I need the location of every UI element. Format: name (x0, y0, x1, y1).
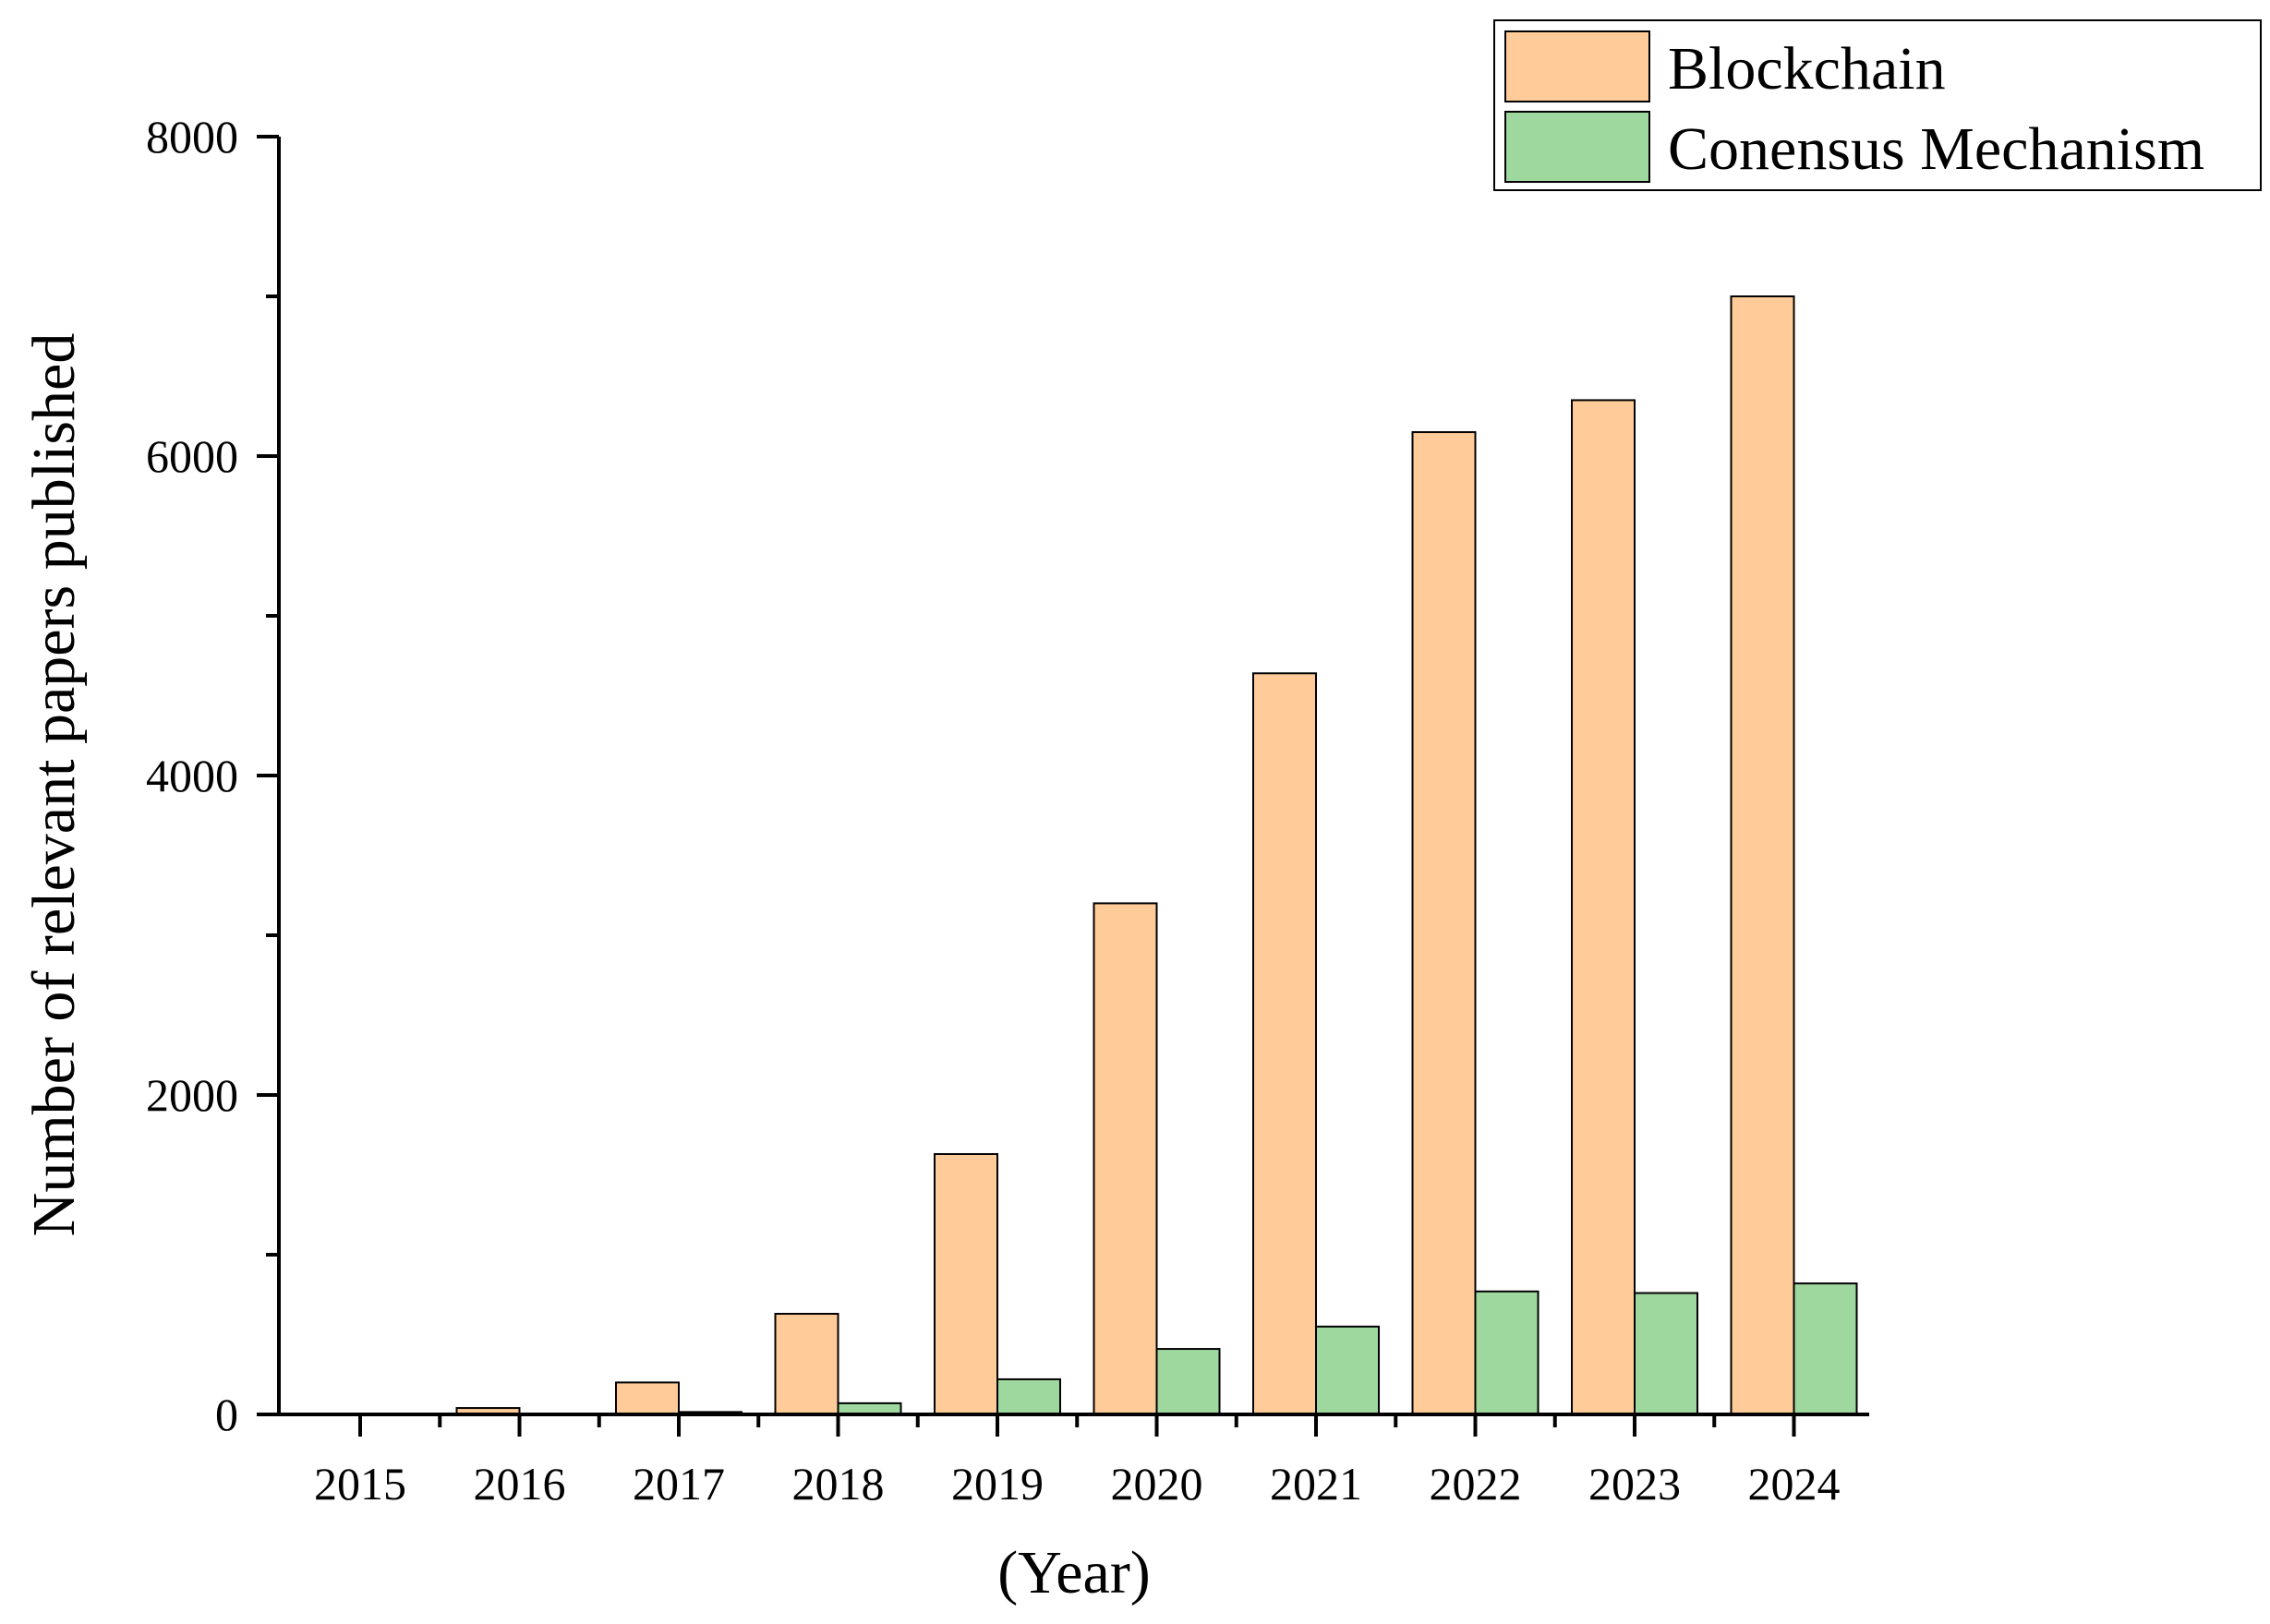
x-tick-label: 2021 (1270, 1458, 1362, 1510)
bar-blockchain-2017 (615, 1381, 680, 1416)
y-tick-label: 4000 (146, 750, 238, 801)
x-tick-label: 2020 (1111, 1458, 1203, 1510)
legend: Blockchain Conensus Mechanism (1493, 19, 2262, 191)
legend-swatch-blockchain (1504, 30, 1650, 102)
bar-blockchain-2021 (1252, 672, 1317, 1415)
x-ticks-group: 2015 2016 2017 2018 2019 2020 2021 2022 2023 2024 (314, 1414, 1841, 1510)
y-tick-label: 2000 (146, 1069, 238, 1121)
bar-blockchain-2023 (1571, 399, 1636, 1416)
legend-label-consensus-mechanism: Conensus Mechanism (1668, 115, 2204, 183)
legend-label-blockchain: Blockchain (1668, 35, 1946, 102)
bar-conensus-mechanism-2023 (1634, 1292, 1698, 1416)
y-axis-title: Number of relevant papers published (20, 333, 88, 1237)
y-ticks-group: 0 2000 4000 6000 8000 (146, 111, 279, 1440)
bar-conensus-mechanism-2019 (996, 1377, 1061, 1415)
bar-conensus-mechanism-2024 (1793, 1282, 1858, 1416)
x-tick-label: 2015 (314, 1458, 406, 1510)
bar-conensus-mechanism-2020 (1155, 1348, 1221, 1415)
x-tick-label: 2024 (1748, 1458, 1841, 1510)
x-tick-label: 2019 (951, 1458, 1044, 1510)
x-tick-label: 2022 (1430, 1458, 1522, 1510)
legend-swatch-consensus-mechanism (1504, 111, 1650, 183)
bar-blockchain-2019 (934, 1153, 998, 1415)
bar-blockchain-2020 (1093, 902, 1158, 1415)
bar-conensus-mechanism-2021 (1315, 1325, 1380, 1415)
bar-conensus-mechanism-2022 (1474, 1290, 1539, 1416)
y-tick-label: 6000 (146, 430, 238, 482)
x-axis-title: (Year) (997, 1539, 1151, 1606)
x-tick-label: 2016 (474, 1458, 566, 1510)
x-tick-label: 2023 (1588, 1458, 1681, 1510)
bar-blockchain-2018 (774, 1313, 839, 1416)
bar-blockchain-2022 (1411, 431, 1477, 1415)
y-tick-label: 8000 (146, 111, 238, 162)
bar-blockchain-2024 (1730, 295, 1795, 1415)
x-tick-label: 2018 (792, 1458, 885, 1510)
y-tick-label: 0 (215, 1389, 238, 1440)
x-tick-label: 2017 (633, 1458, 725, 1510)
